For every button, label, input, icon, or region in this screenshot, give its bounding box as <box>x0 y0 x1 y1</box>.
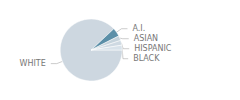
svg-text:A.I.: A.I. <box>132 24 145 33</box>
svg-text:HISPANIC: HISPANIC <box>134 44 172 53</box>
svg-text:BLACK: BLACK <box>133 54 160 63</box>
svg-text:ASIAN: ASIAN <box>134 34 158 43</box>
svg-text:WHITE: WHITE <box>20 59 46 68</box>
